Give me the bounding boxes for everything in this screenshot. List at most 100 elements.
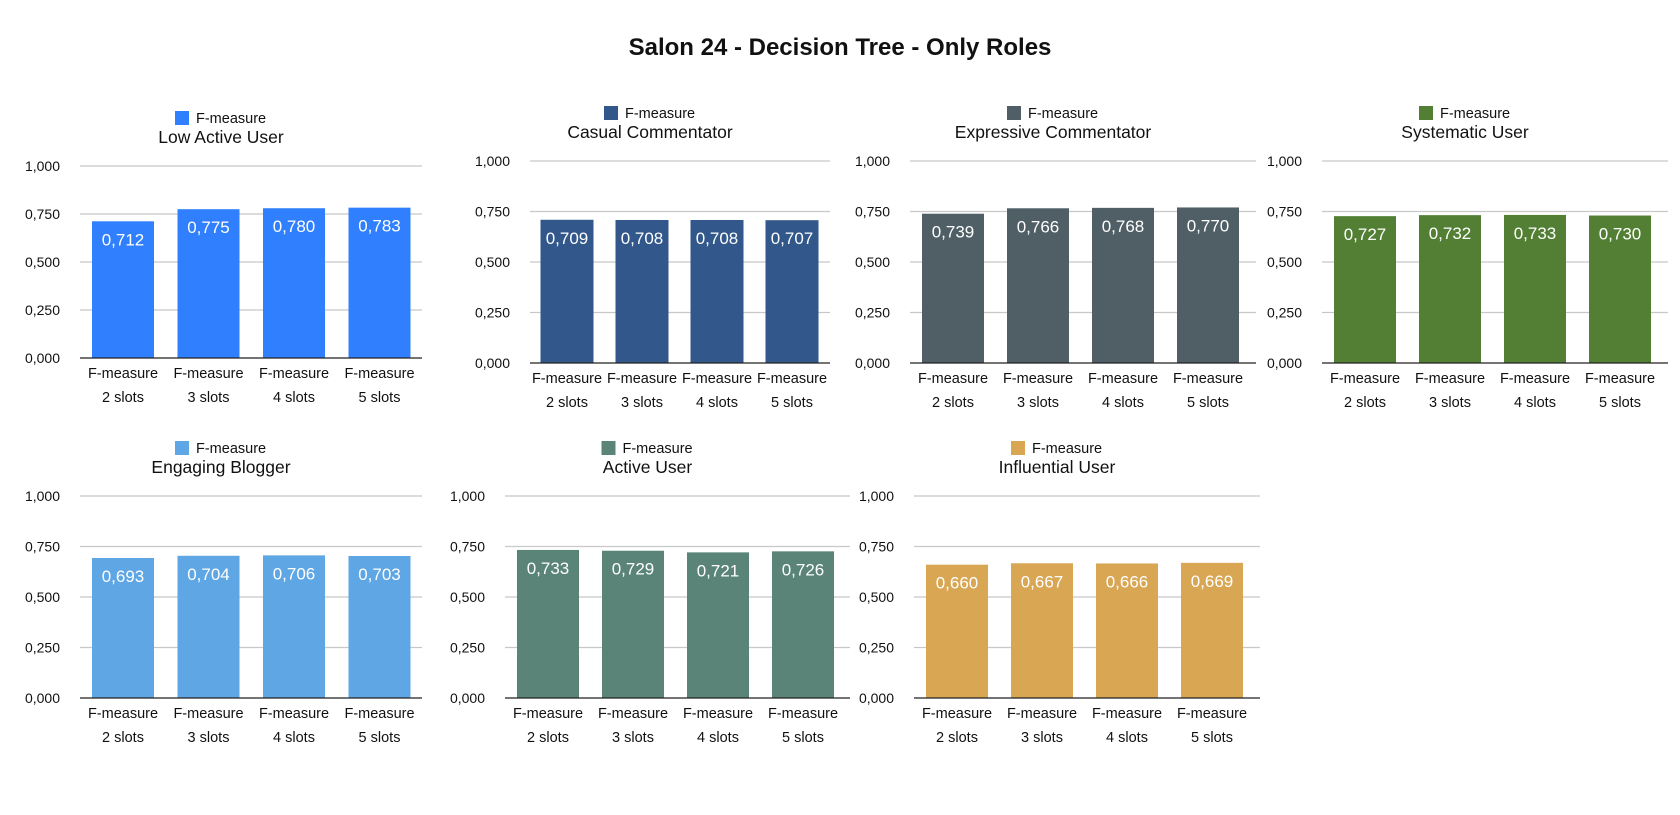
y-tick-label: 0,250 bbox=[25, 302, 60, 318]
data-label: 0,706 bbox=[273, 564, 316, 583]
x-tick-label: F-measure bbox=[683, 706, 753, 722]
legend-swatch bbox=[1419, 106, 1433, 120]
bar bbox=[690, 219, 744, 363]
y-tick-label: 0,500 bbox=[855, 254, 890, 270]
x-tick-label: F-measure bbox=[1092, 706, 1162, 722]
x-tick-label: F-measure bbox=[259, 366, 329, 382]
y-tick-label: 0,000 bbox=[859, 690, 894, 706]
x-tick-label: 5 slots bbox=[359, 390, 401, 406]
x-tick-label: 4 slots bbox=[697, 730, 739, 746]
chart-panel: F-measure Low Active User 0,000 0,250 0,500 0… bbox=[24, 98, 430, 418]
data-label: 0,712 bbox=[102, 230, 145, 249]
y-tick-label: 0,250 bbox=[859, 640, 894, 656]
bar bbox=[348, 207, 411, 358]
x-tick-label: 5 slots bbox=[1187, 395, 1229, 411]
x-tick-label: 4 slots bbox=[273, 390, 315, 406]
bar bbox=[1007, 208, 1069, 363]
data-label: 0,708 bbox=[696, 229, 739, 248]
y-tick-label: 0,750 bbox=[859, 539, 894, 555]
chart-panel: F-measure Casual Commentator 0,000 0,250 0,5… bbox=[464, 93, 838, 423]
x-tick-label: F-measure bbox=[1585, 371, 1655, 387]
x-tick-label: F-measure bbox=[88, 706, 158, 722]
y-tick-label: 0,500 bbox=[450, 589, 485, 605]
legend-swatch bbox=[175, 111, 189, 125]
page-title: Salon 24 - Decision Tree - Only Roles bbox=[628, 34, 1052, 61]
x-tick-label: 3 slots bbox=[188, 730, 230, 746]
y-tick-label: 0,000 bbox=[1267, 355, 1302, 371]
x-tick-label: F-measure bbox=[259, 706, 329, 722]
chart-title: Expressive Commentator bbox=[955, 122, 1152, 142]
bar bbox=[1177, 207, 1239, 363]
legend-label: F-measure bbox=[1032, 441, 1102, 457]
x-tick-label: 4 slots bbox=[1106, 730, 1148, 746]
x-tick-label: 3 slots bbox=[621, 395, 663, 411]
x-tick-label: F-measure bbox=[768, 706, 838, 722]
x-tick-label: F-measure bbox=[682, 371, 752, 387]
x-tick-label: 4 slots bbox=[696, 395, 738, 411]
data-label: 0,739 bbox=[932, 223, 975, 242]
x-tick-label: F-measure bbox=[173, 366, 243, 382]
x-tick-label: 2 slots bbox=[527, 730, 569, 746]
legend-label: F-measure bbox=[625, 106, 695, 122]
chart-panel: F-measure Systematic User 0,000 0,250 0,500 0… bbox=[1258, 93, 1676, 423]
x-tick-label: 2 slots bbox=[102, 390, 144, 406]
chart-title: Engaging Blogger bbox=[151, 457, 290, 477]
y-tick-label: 0,000 bbox=[855, 355, 890, 371]
legend-swatch bbox=[1007, 106, 1021, 120]
bar bbox=[687, 552, 749, 698]
x-tick-label: F-measure bbox=[1007, 706, 1077, 722]
y-tick-label: 0,500 bbox=[859, 589, 894, 605]
x-tick-label: 5 slots bbox=[771, 395, 813, 411]
bar bbox=[517, 549, 579, 698]
x-tick-label: 2 slots bbox=[932, 395, 974, 411]
y-tick-label: 0,750 bbox=[855, 204, 890, 220]
data-label: 0,770 bbox=[1187, 216, 1230, 235]
chart-panel: F-measure Influential User 0,000 0,250 0,500… bbox=[858, 428, 1268, 758]
data-label: 0,780 bbox=[273, 217, 316, 236]
bar bbox=[1504, 214, 1566, 363]
x-tick-label: F-measure bbox=[1330, 371, 1400, 387]
x-tick-label: F-measure bbox=[1500, 371, 1570, 387]
data-label: 0,704 bbox=[187, 565, 230, 584]
y-tick-label: 0,500 bbox=[1267, 254, 1302, 270]
y-tick-label: 0,750 bbox=[25, 206, 60, 222]
bar bbox=[1419, 215, 1481, 363]
data-label: 0,660 bbox=[936, 574, 979, 593]
bar bbox=[92, 558, 154, 698]
y-tick-label: 0,750 bbox=[1267, 204, 1302, 220]
x-tick-label: 5 slots bbox=[1599, 395, 1641, 411]
chart-title: Influential User bbox=[999, 457, 1116, 477]
data-label: 0,768 bbox=[1102, 217, 1145, 236]
bar bbox=[92, 221, 154, 358]
data-label: 0,729 bbox=[612, 560, 655, 579]
legend-label: F-measure bbox=[1028, 106, 1098, 122]
bar bbox=[922, 213, 984, 363]
data-label: 0,783 bbox=[358, 217, 401, 236]
x-tick-label: F-measure bbox=[344, 706, 414, 722]
x-tick-label: F-measure bbox=[1088, 371, 1158, 387]
data-label: 0,709 bbox=[546, 229, 589, 248]
x-tick-label: F-measure bbox=[598, 706, 668, 722]
y-tick-label: 0,000 bbox=[475, 355, 510, 371]
x-tick-label: 4 slots bbox=[1514, 395, 1556, 411]
x-tick-label: 4 slots bbox=[1102, 395, 1144, 411]
legend-label: F-measure bbox=[196, 441, 266, 457]
x-tick-label: F-measure bbox=[757, 371, 827, 387]
y-tick-label: 1,000 bbox=[1267, 153, 1302, 169]
x-tick-label: F-measure bbox=[922, 706, 992, 722]
y-tick-label: 0,000 bbox=[450, 690, 485, 706]
y-tick-label: 0,000 bbox=[25, 350, 60, 366]
bar bbox=[772, 551, 834, 698]
y-tick-label: 0,500 bbox=[25, 589, 60, 605]
x-tick-label: 4 slots bbox=[273, 730, 315, 746]
y-tick-label: 0,000 bbox=[25, 690, 60, 706]
bar bbox=[263, 555, 325, 698]
legend-swatch bbox=[1011, 441, 1025, 455]
y-tick-label: 1,000 bbox=[450, 488, 485, 504]
legend-label: F-measure bbox=[1440, 106, 1510, 122]
bar bbox=[1181, 562, 1243, 698]
bar bbox=[765, 220, 819, 363]
